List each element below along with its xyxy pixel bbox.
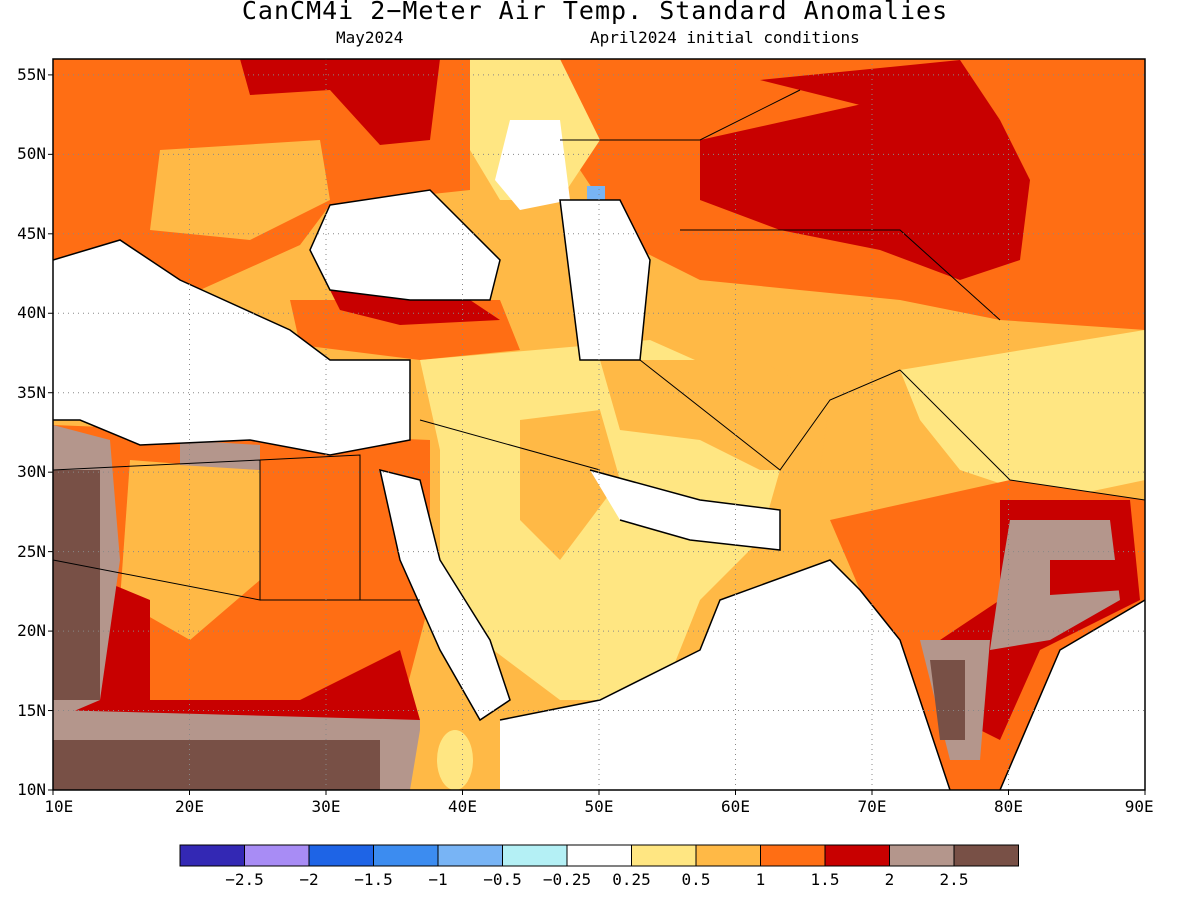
border-kazakhstan [680, 229, 1001, 321]
lat-label: 30N [17, 462, 46, 482]
arabian-sea [500, 560, 950, 790]
lat-label: 50N [17, 144, 46, 164]
colorbar-swatch [437, 844, 503, 867]
blue-patch [587, 186, 605, 200]
colorbar-swatch [502, 844, 568, 867]
mediterranean-sea [53, 240, 410, 455]
lon-label: 50E [584, 797, 614, 816]
coastline-bengal [999, 599, 1145, 790]
border-libya [53, 459, 261, 601]
colorbar-label: 2 [884, 870, 895, 889]
colorbar-label: 1 [755, 870, 766, 889]
red-sea [380, 470, 510, 720]
colorbar-label: −1.5 [354, 870, 393, 889]
colorbar-swatch [760, 844, 826, 867]
anomaly-sahel-dark [53, 740, 380, 790]
anomaly-siberia [760, 60, 1000, 120]
coastline-arabian-sea [499, 559, 951, 790]
anomaly-turkey-red [330, 290, 500, 325]
border-iran-afghanistan [639, 359, 901, 471]
anomaly-west-dark [53, 470, 100, 700]
anomaly-tibet [900, 330, 1145, 500]
axis-ticks [48, 74, 1146, 795]
colorbar-swatch [953, 844, 1019, 867]
border-india-china [899, 369, 1145, 501]
anomaly-balkans [150, 140, 330, 240]
lon-label: 20E [175, 797, 204, 816]
colorbar-label: 1.5 [810, 870, 840, 889]
lat-label: 20N [17, 621, 46, 641]
forecast-month: May2024 [336, 28, 404, 47]
anomaly-russia-west [240, 59, 440, 145]
lat-label: 15N [17, 700, 46, 720]
colorbar-label: 0.25 [612, 870, 651, 889]
colorbar-label: −1 [428, 870, 448, 889]
anomaly-deccan-dark [930, 660, 965, 740]
colorbar-swatch [824, 844, 890, 867]
coastline-red-sea [379, 468, 511, 722]
white-patch-russia [495, 120, 570, 210]
graticule [53, 59, 1145, 790]
caspian-sea [560, 200, 650, 360]
colorbar-swatch [566, 844, 632, 867]
colorbar-swatch [889, 844, 955, 867]
lat-label: 55N [17, 64, 46, 84]
lat-label: 10N [17, 780, 46, 799]
colorbar-swatch [179, 844, 245, 867]
colorbar-swatch [308, 844, 374, 867]
colorbar-swatch [244, 844, 310, 867]
colorbar-label: −0.5 [483, 870, 522, 889]
coastline-med [53, 239, 411, 456]
lat-label: 35N [17, 382, 46, 402]
colorbar-label: −0.25 [542, 870, 592, 889]
colorbar-label: 0.5 [681, 870, 711, 889]
lon-label: 60E [721, 797, 750, 816]
anomaly-saudi-inner [520, 410, 620, 560]
bay-of-bengal [1000, 600, 1145, 790]
black-sea [310, 190, 500, 300]
colorbar-label: −2 [299, 870, 319, 889]
anomaly-bengal [1050, 560, 1125, 595]
colorbar-label: −2.5 [225, 870, 264, 889]
lat-label: 25N [17, 541, 46, 561]
coastline-gulf [589, 469, 781, 551]
anomaly-iran [600, 360, 830, 470]
persian-gulf [590, 470, 780, 550]
lon-label: 70E [857, 797, 887, 816]
colorbar-swatch [631, 844, 697, 867]
lon-label: 30E [311, 797, 341, 816]
border-saudi [419, 419, 601, 471]
coastline-black-sea [309, 189, 501, 301]
lon-label: 10E [44, 797, 74, 816]
anomaly-ethiopia-light [437, 730, 473, 790]
colorbar [179, 844, 1019, 867]
colorbar-swatch [373, 844, 439, 867]
lat-label: 40N [17, 303, 46, 323]
border-russia [560, 89, 801, 141]
lat-label: 45N [17, 223, 46, 243]
initial-conditions: April2024 initial conditions [590, 28, 860, 47]
colorbar-label: 2.5 [939, 870, 969, 889]
colorbar-swatch [695, 844, 761, 867]
anomaly-egypt-west [180, 440, 260, 470]
lon-label: 80E [994, 797, 1023, 816]
anomaly-kazakhstan [700, 100, 1030, 280]
map-title: CanCM4i 2−Meter Air Temp. Standard Anoma… [241, 0, 949, 25]
lon-label: 90E [1124, 797, 1154, 816]
lon-label: 40E [448, 797, 477, 816]
